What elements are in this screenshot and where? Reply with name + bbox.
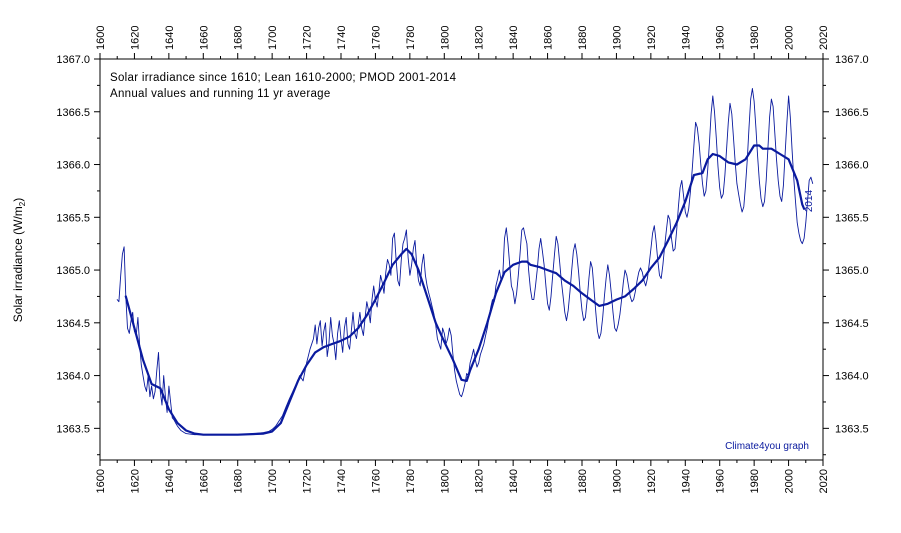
x-tick-label-bottom: 1960 <box>715 469 727 493</box>
x-tick-label-top: 1640 <box>164 26 176 50</box>
x-tick-label-top: 1980 <box>749 26 761 50</box>
x-tick-label-top: 1940 <box>680 26 692 50</box>
x-tick-label-top: 2020 <box>818 26 830 50</box>
x-tick-label-bottom: 1640 <box>164 469 176 493</box>
x-tick-label-bottom: 1760 <box>370 469 382 493</box>
y-ticks-right: 1363.5 1364.0 1364.5 1365.0 1365.5 1366.0 1366… <box>823 54 869 456</box>
y-tick-label-left: 1364.5 <box>56 318 90 330</box>
x-tick-label-top: 1920 <box>646 26 658 50</box>
x-tick-label-bottom: 1840 <box>508 469 520 493</box>
x-tick-label-top: 1900 <box>611 26 623 50</box>
x-ticks-bottom: 1600 1620 1640 1660 1680 1700 1720 1740 1760 1780… <box>95 460 830 493</box>
y-tick-label-left: 1363.5 <box>56 423 90 435</box>
annual-values-line <box>116 88 814 436</box>
y-axis-label-close: ) <box>11 198 25 202</box>
y-axis-label: Solar irradiance (W/m2) <box>11 198 27 322</box>
y-tick-label-right: 1366.5 <box>835 107 869 119</box>
y-tick-label-right: 1365.5 <box>835 212 869 224</box>
y-tick-label-right: 1364.5 <box>835 318 869 330</box>
y-tick-label-right: 1367.0 <box>835 54 869 66</box>
x-tick-label-bottom: 1800 <box>439 469 451 493</box>
x-tick-label-top: 1620 <box>129 26 141 50</box>
series-layer <box>116 88 814 436</box>
x-tick-label-top: 1880 <box>577 26 589 50</box>
y-tick-label-left: 1364.0 <box>56 371 90 383</box>
y-tick-label-right: 1364.0 <box>835 371 869 383</box>
end-year-label: 2014 <box>804 189 815 212</box>
x-tick-label-bottom: 1820 <box>474 469 486 493</box>
x-tick-label-bottom: 1780 <box>405 469 417 493</box>
x-tick-label-bottom: 1860 <box>543 469 555 493</box>
x-tick-label-top: 1860 <box>543 26 555 50</box>
x-tick-label-top: 1760 <box>370 26 382 50</box>
x-tick-label-bottom: 1940 <box>680 469 692 493</box>
y-tick-label-left: 1367.0 <box>56 54 90 66</box>
x-tick-label-top: 1800 <box>439 26 451 50</box>
running-average-line <box>124 144 806 436</box>
x-tick-label-bottom: 1740 <box>336 469 348 493</box>
x-tick-label-top: 2000 <box>784 26 796 50</box>
y-tick-label-left: 1365.0 <box>56 265 90 277</box>
y-ticks-left: 1363.5 1364.0 1364.5 1365.0 1365.5 1366.0 1366… <box>56 54 100 456</box>
x-tick-label-bottom: 2000 <box>784 469 796 493</box>
y-tick-label-left: 1366.5 <box>56 107 90 119</box>
x-tick-label-top: 1680 <box>233 26 245 50</box>
x-tick-label-bottom: 1900 <box>611 469 623 493</box>
x-tick-label-bottom: 1620 <box>129 469 141 493</box>
y-tick-label-left: 1365.5 <box>56 212 90 224</box>
x-tick-label-bottom: 1720 <box>302 469 314 493</box>
x-tick-label-bottom: 1680 <box>233 469 245 493</box>
y-axis-label-subscript: 2 <box>18 201 27 206</box>
y-tick-label-right: 1363.5 <box>835 423 869 435</box>
x-tick-label-bottom: 1700 <box>267 469 279 493</box>
x-tick-label-top: 1960 <box>715 26 727 50</box>
x-tick-label-top: 1840 <box>508 26 520 50</box>
y-tick-label-right: 1366.0 <box>835 160 869 172</box>
x-tick-label-top: 1780 <box>405 26 417 50</box>
y-axis-label-text: Solar irradiance (W/m <box>11 206 25 322</box>
y-tick-label-right: 1365.0 <box>835 265 869 277</box>
x-tick-label-bottom: 1880 <box>577 469 589 493</box>
x-tick-label-top: 1660 <box>198 26 210 50</box>
x-tick-label-top: 1740 <box>336 26 348 50</box>
x-ticks-top: 1600 1620 1640 1660 1680 1700 1720 1740 1760 1780… <box>95 26 830 59</box>
x-tick-label-top: 1720 <box>302 26 314 50</box>
x-tick-label-bottom: 2020 <box>818 469 830 493</box>
chart-subtitle: Annual values and running 11 yr average <box>110 88 331 100</box>
x-tick-label-bottom: 1920 <box>646 469 658 493</box>
x-tick-label-top: 1700 <box>267 26 279 50</box>
credit-label: Climate4you graph <box>725 441 809 452</box>
chart-title: Solar irradiance since 1610; Lean 1610-2… <box>110 72 457 84</box>
x-tick-label-bottom: 1660 <box>198 469 210 493</box>
x-tick-label-top: 1600 <box>95 26 107 50</box>
y-tick-label-left: 1366.0 <box>56 160 90 172</box>
x-tick-label-bottom: 1980 <box>749 469 761 493</box>
x-tick-label-bottom: 1600 <box>95 469 107 493</box>
x-tick-label-top: 1820 <box>474 26 486 50</box>
plot-frame <box>99 58 824 461</box>
